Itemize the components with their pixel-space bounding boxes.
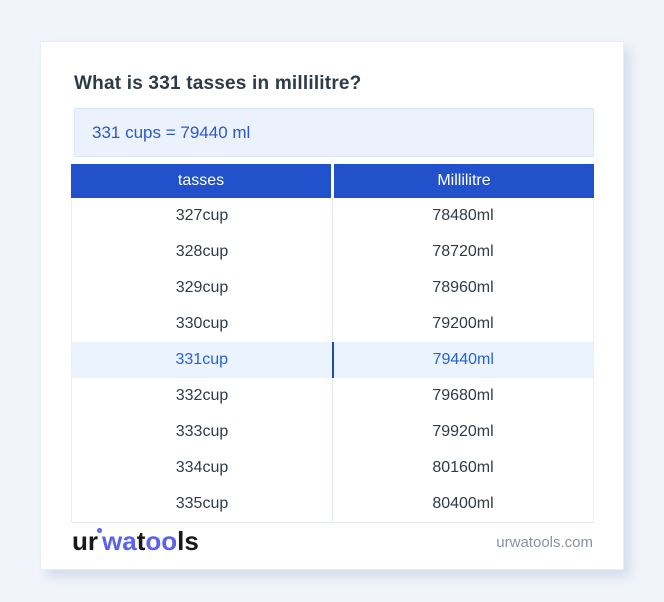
column-header-tasses: tasses [71, 164, 334, 198]
logo-text-wa: wa [102, 526, 137, 556]
table-row: 330cup 79200ml [72, 306, 593, 342]
cell-tasses: 329cup [72, 270, 333, 306]
table-row: 329cup 78960ml [72, 270, 593, 306]
table-row-highlighted[interactable]: 331cup 79440ml [72, 342, 593, 378]
table-row: 333cup 79920ml [72, 414, 593, 450]
cell-tasses: 333cup [72, 414, 333, 450]
table-body: 327cup 78480ml 328cup 78720ml 329cup 789… [71, 198, 594, 523]
cell-millilitre: 79200ml [432, 315, 494, 332]
logo-glasses-oo: oo [145, 526, 178, 556]
cell-millilitre: 78960ml [432, 279, 494, 296]
cell-millilitre: 79680ml [432, 387, 494, 404]
table-header-row: tasses Millilitre [71, 164, 594, 198]
cell-tasses: 334cup [72, 450, 333, 486]
cell-tasses: 327cup [72, 198, 333, 234]
cell-tasses: 328cup [72, 234, 333, 270]
table-row: 327cup 78480ml [72, 198, 593, 234]
cell-millilitre: 78720ml [432, 243, 494, 260]
column-header-millilitre: Millilitre [437, 172, 491, 189]
cell-millilitre: 80400ml [432, 495, 494, 512]
cell-millilitre: 80160ml [432, 459, 494, 476]
page-title: What is 331 tasses in millilitre? [74, 73, 362, 94]
table-row: 332cup 79680ml [72, 378, 593, 414]
conversion-answer-box: 331 cups = 79440 ml [74, 108, 594, 157]
cell-tasses: 332cup [72, 378, 333, 414]
cell-tasses-highlighted[interactable]: 331cup [72, 342, 334, 378]
cell-tasses: 330cup [72, 306, 333, 342]
logo-ring-icon [97, 528, 102, 533]
table-row: 335cup 80400ml [72, 486, 593, 522]
logo-text-ls: ls [177, 526, 199, 556]
cell-millilitre: 78480ml [432, 207, 494, 224]
table-row: 328cup 78720ml [72, 234, 593, 270]
site-url-label: urwatools.com [496, 534, 593, 551]
cell-tasses: 335cup [72, 486, 333, 522]
cell-millilitre: 79920ml [432, 423, 494, 440]
urwatools-logo[interactable]: ur watools [72, 526, 199, 557]
cell-millilitre-highlighted[interactable]: 79440ml [432, 351, 494, 368]
logo-text-ur: ur [72, 526, 98, 556]
table-row: 334cup 80160ml [72, 450, 593, 486]
converter-card: What is 331 tasses in millilitre? 331 cu… [40, 41, 624, 570]
logo-text-t: t [136, 526, 146, 556]
conversion-answer-text: 331 cups = 79440 ml [92, 122, 251, 142]
conversion-table: tasses Millilitre 327cup 78480ml 328cup … [71, 164, 594, 523]
